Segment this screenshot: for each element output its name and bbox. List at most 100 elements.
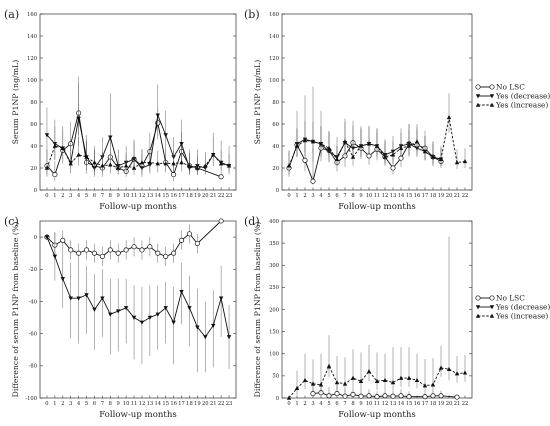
series-line bbox=[288, 365, 466, 399]
marker-triangle-up bbox=[226, 163, 232, 168]
x-tick-label: 9 bbox=[359, 193, 362, 199]
legend-entry: Yes (decrease) bbox=[495, 303, 550, 312]
y-tick-label: 160 bbox=[269, 12, 279, 18]
marker-triangle-down bbox=[489, 305, 495, 310]
marker-triangle-up bbox=[131, 165, 137, 170]
marker-triangle-down bbox=[139, 320, 145, 325]
x-tick-label: 1 bbox=[53, 401, 56, 407]
x-tick-label: 16 bbox=[170, 401, 177, 407]
marker-triangle-up bbox=[139, 160, 145, 165]
x-tick-label: 10 bbox=[366, 193, 373, 199]
x-tick-label: 18 bbox=[430, 193, 437, 199]
marker-circle bbox=[334, 391, 340, 397]
marker-circle bbox=[489, 84, 495, 90]
legend-entry: Yes (decrease) bbox=[495, 92, 550, 101]
x-axis-title: Follow-up months bbox=[99, 410, 177, 420]
y-tick-label: 100 bbox=[269, 352, 279, 358]
x-tick-label: 5 bbox=[85, 401, 88, 407]
marker-triangle-up bbox=[366, 369, 372, 374]
marker-circle bbox=[107, 247, 113, 253]
x-tick-label: 16 bbox=[414, 401, 421, 407]
marker-triangle-down bbox=[123, 306, 129, 311]
x-tick-label: 2 bbox=[61, 193, 64, 199]
y-tick-label: 0 bbox=[34, 235, 37, 241]
marker-triangle-up bbox=[147, 160, 153, 165]
marker-triangle-up bbox=[390, 152, 396, 157]
marker-triangle-up bbox=[390, 380, 396, 385]
marker-triangle-down bbox=[187, 306, 192, 311]
marker-triangle-down bbox=[100, 296, 105, 301]
x-tick-label: 5 bbox=[85, 193, 88, 199]
x-tick-label: 10 bbox=[123, 193, 130, 199]
y-tick-label: 140 bbox=[269, 34, 279, 40]
x-tick-label: 15 bbox=[406, 401, 413, 407]
x-tick-label: 22 bbox=[462, 193, 469, 199]
x-tick-label: 21 bbox=[210, 401, 217, 407]
y-axis-title: Serum P1NP (ng/mL) bbox=[11, 60, 20, 145]
y-tick-label: 40 bbox=[272, 144, 279, 150]
y-tick-label: 0 bbox=[276, 396, 279, 402]
x-tick-label: 3 bbox=[311, 193, 314, 199]
x-tick-label: 15 bbox=[162, 401, 169, 407]
x-tick-label: 4 bbox=[319, 401, 323, 407]
marker-triangle-down bbox=[155, 312, 160, 317]
x-tick-label: 13 bbox=[147, 401, 154, 407]
marker-triangle-up bbox=[203, 163, 208, 168]
marker-triangle-up bbox=[342, 139, 348, 144]
marker-circle bbox=[171, 172, 177, 178]
x-tick-label: 11 bbox=[131, 401, 138, 407]
x-tick-label: 21 bbox=[454, 193, 461, 199]
y-tick-label: 0 bbox=[34, 188, 37, 194]
marker-triangle-up bbox=[462, 370, 468, 375]
x-tick-label: 3 bbox=[69, 401, 72, 407]
x-tick-label: 3 bbox=[311, 401, 314, 407]
marker-triangle-down bbox=[84, 293, 89, 298]
marker-triangle-up bbox=[318, 382, 324, 387]
y-tick-label: 20 bbox=[30, 166, 37, 172]
marker-triangle-up bbox=[398, 145, 404, 150]
x-tick-label: 12 bbox=[382, 193, 389, 199]
marker-triangle-up bbox=[84, 154, 89, 159]
marker-triangle-down bbox=[44, 235, 50, 240]
marker-triangle-up bbox=[414, 377, 420, 383]
x-tick-label: 22 bbox=[218, 193, 225, 199]
marker-triangle-down bbox=[171, 320, 176, 325]
x-tick-label: 13 bbox=[147, 193, 154, 199]
marker-triangle-up bbox=[398, 375, 404, 380]
x-tick-label: 19 bbox=[438, 193, 445, 199]
y-tick-label: 400 bbox=[269, 219, 279, 225]
x-tick-label: 10 bbox=[366, 401, 373, 407]
x-tick-label: 16 bbox=[414, 193, 421, 199]
x-tick-label: 19 bbox=[438, 401, 445, 407]
marker-circle bbox=[178, 237, 185, 243]
marker-triangle-down bbox=[155, 113, 160, 118]
x-tick-label: 14 bbox=[154, 401, 161, 407]
x-tick-label: 8 bbox=[109, 193, 112, 199]
marker-triangle-up bbox=[179, 160, 184, 165]
panel-label: (d) bbox=[244, 215, 260, 228]
marker-triangle-up bbox=[475, 313, 481, 318]
marker-circle bbox=[99, 253, 105, 259]
series-line bbox=[46, 113, 230, 169]
marker-triangle-up bbox=[163, 161, 168, 166]
x-tick-label: 8 bbox=[109, 401, 112, 407]
x-tick-label: 9 bbox=[359, 401, 362, 407]
marker-circle bbox=[194, 240, 200, 247]
marker-circle bbox=[147, 244, 153, 250]
x-tick-label: 7 bbox=[343, 193, 346, 199]
marker-triangle-up bbox=[294, 143, 300, 148]
y-tick-label: -40 bbox=[29, 299, 37, 305]
x-tick-label: 11 bbox=[374, 401, 381, 407]
panel-label: (c) bbox=[4, 215, 19, 228]
legend-entry: Yes (increase) bbox=[495, 312, 548, 321]
x-tick-label: 6 bbox=[93, 193, 96, 199]
marker-triangle-up bbox=[454, 371, 460, 376]
marker-triangle-up bbox=[422, 383, 428, 388]
marker-triangle-up bbox=[68, 161, 73, 166]
marker-triangle-down bbox=[475, 94, 481, 99]
marker-triangle-down bbox=[108, 135, 113, 140]
x-tick-label: 12 bbox=[139, 401, 146, 407]
